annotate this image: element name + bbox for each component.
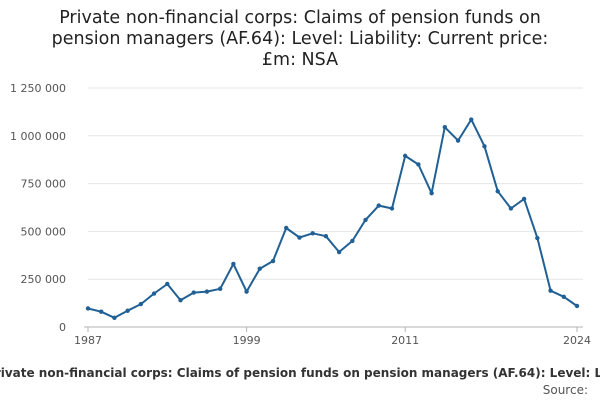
data-point <box>284 225 289 231</box>
chart-title: Private non-financial corps: Claims of p… <box>20 8 580 71</box>
data-point <box>310 231 315 236</box>
y-tick-label: 750 000 <box>21 178 67 191</box>
x-tick-label: 1999 <box>233 334 261 347</box>
x-tick-label: 1987 <box>74 334 102 347</box>
data-point <box>350 238 355 244</box>
data-point <box>297 235 302 240</box>
data-point <box>402 153 408 159</box>
legend-label: Private non-financial corps: Claims of p… <box>0 366 600 380</box>
data-point <box>455 138 461 143</box>
x-tick-label: 2024 <box>563 334 591 347</box>
data-point <box>270 258 276 264</box>
data-point <box>363 217 368 223</box>
y-tick-label: 0 <box>59 321 66 334</box>
data-point <box>178 298 183 303</box>
data-point <box>535 235 540 241</box>
data-point <box>151 291 157 296</box>
chart-title-line-1: Private non-financial corps: Claims of p… <box>59 8 541 28</box>
data-point <box>548 288 553 293</box>
data-point <box>469 117 474 122</box>
legend: Private non-financial corps: Claims of p… <box>0 366 600 382</box>
data-point <box>376 203 381 208</box>
data-point <box>112 315 117 321</box>
data-point <box>204 289 210 294</box>
data-point <box>231 261 236 267</box>
source-label: Source: <box>542 383 588 397</box>
y-tick-label: 250 000 <box>21 273 67 286</box>
data-point <box>99 309 104 314</box>
data-point <box>482 144 487 149</box>
data-point <box>191 290 196 295</box>
axes: 0 250 000 500 000 750 000 1 000 000 1 250 000… <box>10 82 591 347</box>
data-point <box>442 124 448 130</box>
data-point <box>521 196 527 202</box>
data-point <box>389 206 395 211</box>
y-tick-label: 1 000 000 <box>10 130 66 143</box>
series-layer <box>85 117 580 321</box>
chart-title-line-3: £m: NSA <box>261 50 339 70</box>
data-point <box>429 190 434 196</box>
x-tick-label: 2011 <box>391 334 419 347</box>
data-point <box>574 303 580 309</box>
data-point <box>336 249 342 255</box>
y-tick-label: 1 250 000 <box>10 82 66 95</box>
data-point <box>85 306 91 311</box>
grid-lines <box>88 87 583 280</box>
data-point <box>508 206 514 211</box>
y-tick-label: 500 000 <box>21 225 67 238</box>
series-line <box>87 118 578 319</box>
chart-title-line-2: pension managers (AF.64): Level: Liabili… <box>51 29 549 49</box>
data-point <box>244 289 249 294</box>
data-point <box>138 301 144 307</box>
data-point <box>323 233 329 239</box>
data-point <box>217 286 223 291</box>
data-point <box>561 294 566 299</box>
data-point <box>495 189 500 194</box>
data-point <box>416 162 421 167</box>
data-point <box>165 281 170 287</box>
data-point <box>125 308 130 313</box>
data-point <box>257 266 263 271</box>
